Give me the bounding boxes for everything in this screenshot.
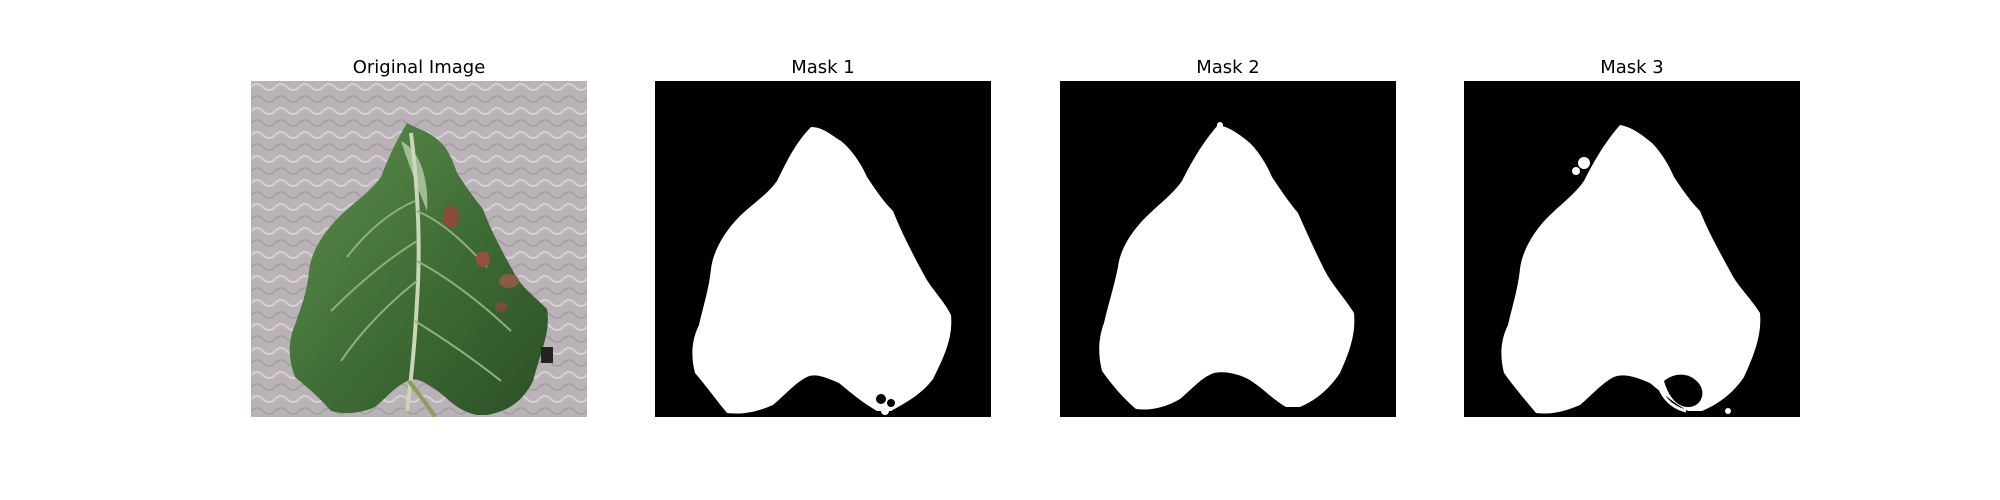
- original-leaf-photo: [251, 81, 587, 417]
- mask-1-title: Mask 1: [791, 57, 855, 78]
- original-image-title: Original Image: [352, 57, 486, 78]
- mask-2-panel: Mask 2: [1060, 55, 1396, 417]
- mask-1-panel: Mask 1: [655, 55, 991, 417]
- mask-3-panel: Mask 3: [1464, 55, 1800, 417]
- mask-3-image: [1464, 81, 1800, 417]
- mask-2-image: [1060, 81, 1396, 417]
- mask-2-title: Mask 2: [1196, 57, 1260, 78]
- original-image-panel: Original Image: [251, 55, 587, 417]
- mask-1-image: [655, 81, 991, 417]
- mask-3-title: Mask 3: [1600, 57, 1664, 78]
